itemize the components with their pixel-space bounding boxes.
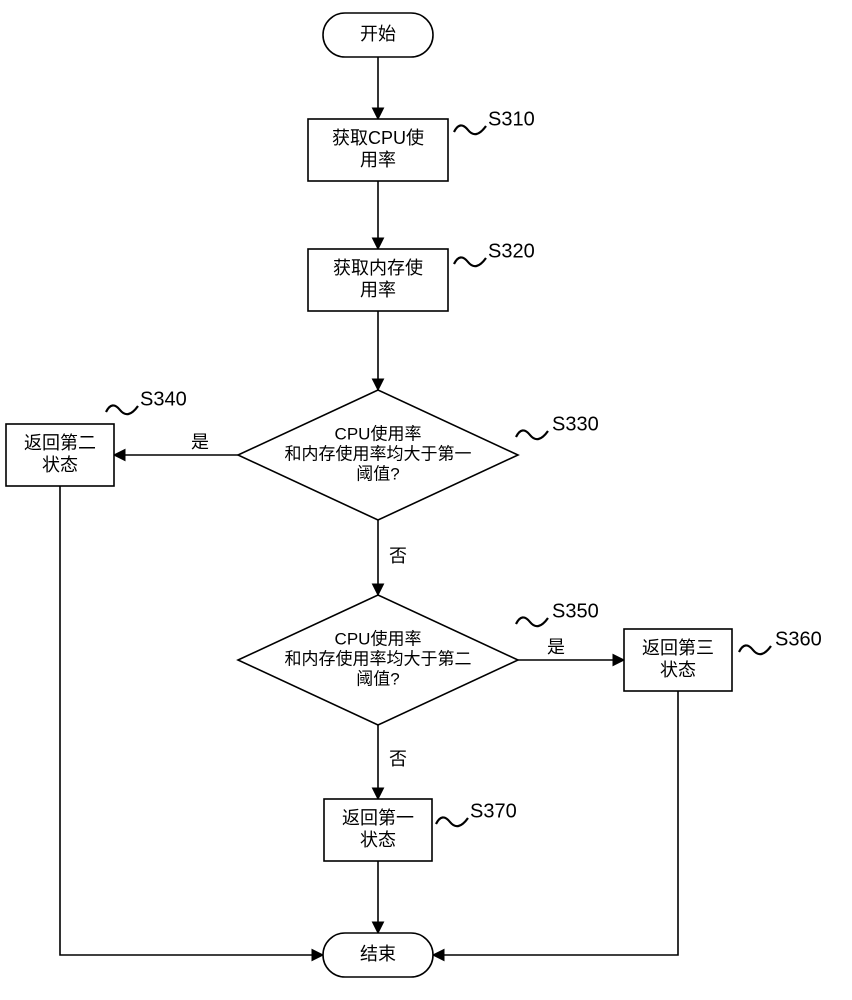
node-start: 开始 <box>323 13 433 57</box>
node-text: 获取内存使 <box>333 258 423 278</box>
edge <box>433 691 678 955</box>
step-label-s320: S320 <box>488 240 535 262</box>
node-text: 状态 <box>42 455 78 475</box>
node-text: 返回第一 <box>342 808 414 828</box>
node-text: 结束 <box>360 944 396 964</box>
step-label-s370: S370 <box>470 800 517 822</box>
node-text: 用率 <box>360 280 396 300</box>
node-text: 和内存使用率均大于第一 <box>285 443 472 463</box>
tilde-connector <box>516 430 548 439</box>
edge-label: 是 <box>191 432 209 452</box>
node-s310: 获取CPU使用率 <box>308 119 448 181</box>
node-text: 阈值? <box>356 669 399 688</box>
node-text: 返回第二 <box>24 433 96 453</box>
node-text: CPU使用率 <box>335 423 422 443</box>
node-text: 返回第三 <box>642 638 714 658</box>
tilde-connector <box>454 125 486 134</box>
node-s350: CPU使用率和内存使用率均大于第二阈值? <box>238 595 518 725</box>
node-s370: 返回第一状态 <box>324 799 432 861</box>
node-text: 状态 <box>360 830 396 850</box>
node-text: 和内存使用率均大于第二 <box>285 648 472 668</box>
node-text: 开始 <box>360 24 396 44</box>
step-label-s310: S310 <box>488 108 535 130</box>
tilde-connector <box>436 817 468 826</box>
flowchart-svg: 是否是否开始获取CPU使用率获取内存使用率CPU使用率和内存使用率均大于第一阈值… <box>0 0 852 1000</box>
node-s320: 获取内存使用率 <box>308 249 448 311</box>
step-label-s340: S340 <box>140 388 187 410</box>
tilde-connector <box>516 617 548 626</box>
edge-label: 否 <box>389 749 407 769</box>
tilde-connector <box>454 257 486 266</box>
node-s340: 返回第二状态 <box>6 424 114 486</box>
node-text: 获取CPU使 <box>332 128 424 148</box>
node-end: 结束 <box>323 933 433 977</box>
node-text: CPU使用率 <box>335 628 422 648</box>
edge-label: 否 <box>389 546 407 566</box>
tilde-connector <box>739 645 771 654</box>
step-label-s350: S350 <box>552 600 599 622</box>
node-s330: CPU使用率和内存使用率均大于第一阈值? <box>238 390 518 520</box>
tilde-connector <box>106 405 138 414</box>
step-label-s360: S360 <box>775 628 822 650</box>
edge <box>60 486 323 955</box>
node-text: 状态 <box>660 660 696 680</box>
node-text: 用率 <box>360 150 396 170</box>
step-label-s330: S330 <box>552 413 599 435</box>
edge-label: 是 <box>547 637 565 657</box>
node-s360: 返回第三状态 <box>624 629 732 691</box>
node-text: 阈值? <box>356 464 399 483</box>
